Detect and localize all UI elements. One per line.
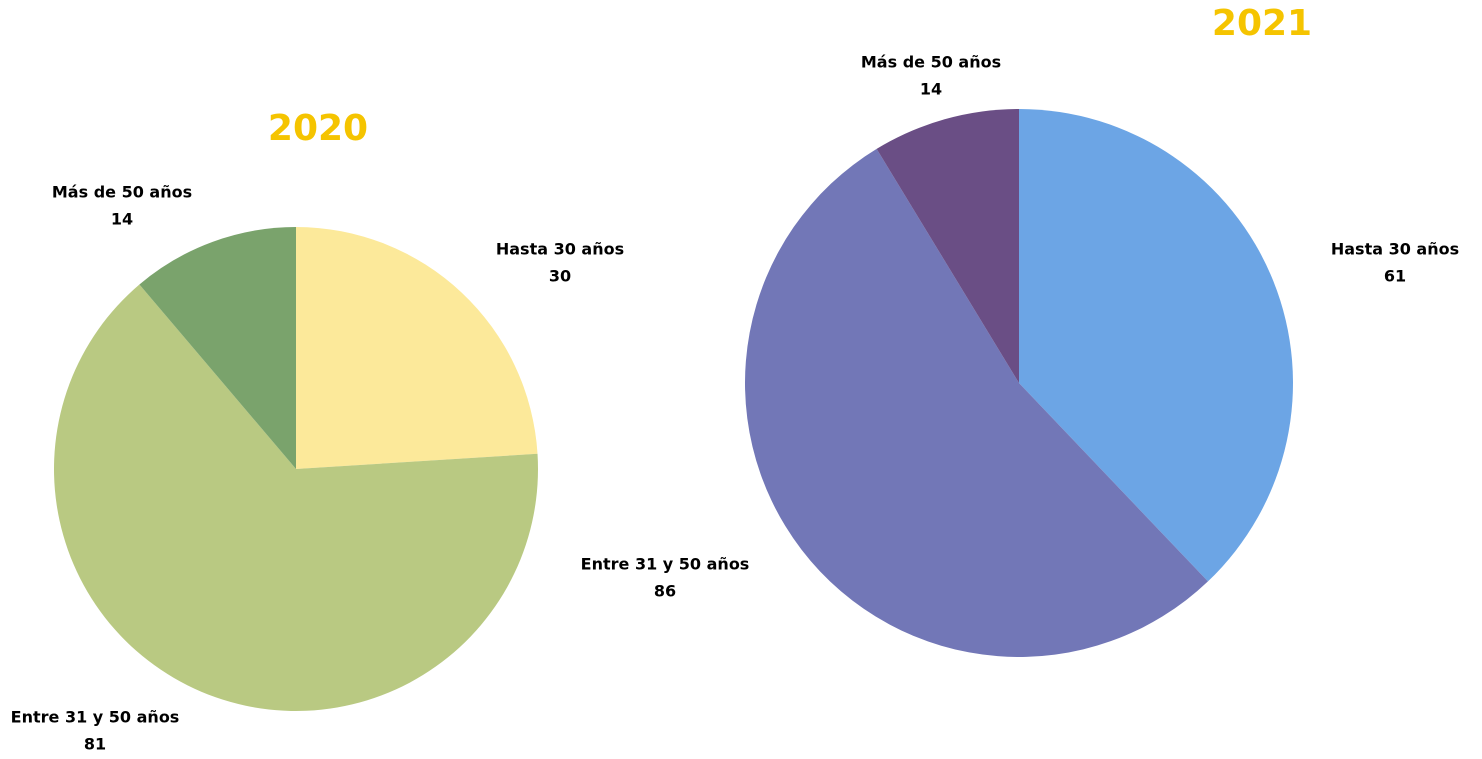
pie-slice bbox=[1019, 109, 1294, 582]
pie-slice bbox=[54, 284, 538, 712]
chart-title: 2021 bbox=[1212, 3, 1312, 44]
slice-value: 61 bbox=[1384, 267, 1406, 286]
slice-label: Entre 31 y 50 años bbox=[581, 555, 750, 574]
slice-label: Más de 50 años bbox=[861, 53, 1001, 72]
pie-slice bbox=[296, 227, 538, 469]
chart-title: 2020 bbox=[268, 108, 368, 149]
pie-slice bbox=[876, 109, 1019, 383]
pie-slice bbox=[745, 148, 1208, 657]
slice-label: Hasta 30 años bbox=[496, 240, 624, 259]
pie-slice bbox=[139, 227, 296, 469]
slice-value: 81 bbox=[84, 735, 106, 754]
slice-label: Hasta 30 años bbox=[1331, 240, 1459, 259]
slice-value: 30 bbox=[549, 267, 571, 286]
slice-value: 14 bbox=[920, 80, 942, 99]
slice-label: Más de 50 años bbox=[52, 183, 192, 202]
slice-value: 14 bbox=[111, 210, 133, 229]
slice-label: Entre 31 y 50 años bbox=[11, 708, 180, 727]
slice-value: 86 bbox=[654, 582, 676, 601]
